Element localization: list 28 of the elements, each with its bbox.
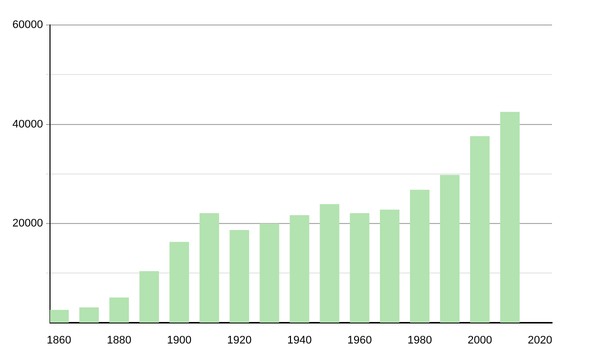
y-tick-label: 40000 bbox=[12, 118, 43, 130]
bar bbox=[470, 136, 490, 323]
x-tick-label: 2020 bbox=[528, 334, 552, 346]
y-tick-label: 20000 bbox=[12, 218, 43, 230]
bar bbox=[109, 297, 129, 323]
x-tick-label: 1900 bbox=[167, 334, 192, 346]
bar bbox=[200, 213, 220, 323]
bar bbox=[169, 242, 190, 323]
bar bbox=[320, 204, 340, 323]
bar bbox=[230, 230, 250, 323]
x-tick-label: 1940 bbox=[287, 334, 312, 346]
bar bbox=[79, 307, 99, 323]
bar bbox=[410, 190, 430, 323]
bar bbox=[500, 112, 520, 323]
bar bbox=[50, 310, 69, 323]
bar bbox=[290, 215, 310, 323]
bar bbox=[440, 174, 460, 323]
x-tick-label: 1880 bbox=[106, 334, 132, 346]
x-tick-label: 1980 bbox=[407, 334, 432, 346]
x-tick-label: 1920 bbox=[227, 334, 252, 346]
x-tick-label: 1860 bbox=[46, 334, 72, 346]
bar bbox=[380, 210, 400, 323]
x-tick-label: 2000 bbox=[468, 334, 492, 346]
bar bbox=[260, 224, 280, 323]
x-tick-label: 1960 bbox=[347, 334, 372, 346]
y-tick-label: 60000 bbox=[12, 19, 43, 32]
bar bbox=[350, 213, 370, 323]
bar bbox=[139, 271, 159, 323]
